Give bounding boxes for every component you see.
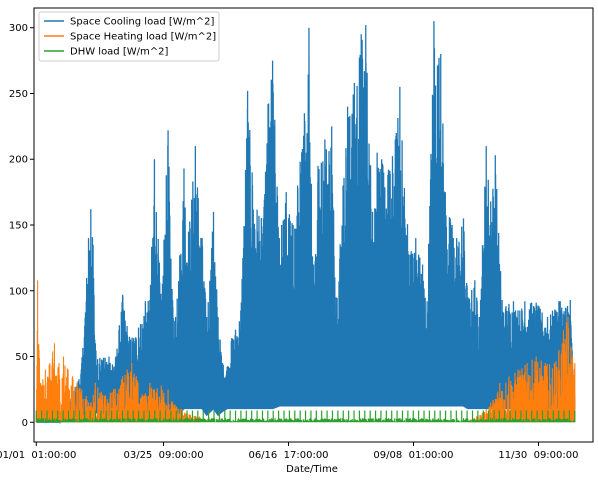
x-axis: 01/01 01:00:00 03/25 09:00:00 06/16 17:00:… (0, 442, 579, 461)
legend-label: Space Cooling load [W/m^2] (70, 17, 214, 28)
x-tick-label: 03/25 09:00:00 (123, 450, 203, 461)
x-tick-label: 01/01 01:00:00 (0, 450, 76, 461)
legend-label: Space Heating load [W/m^2] (70, 32, 216, 43)
x-axis-title: Date/Time (286, 464, 338, 475)
x-tick-label: 06/16 17:00:00 (248, 450, 328, 461)
y-tick-label: 150 (9, 221, 28, 232)
y-tick-label: 50 (15, 352, 28, 363)
y-tick-label: 0 (22, 418, 28, 429)
y-axis: 0 50 100 150 200 250 300 (9, 23, 34, 429)
plot-area (35, 21, 576, 425)
y-tick-label: 200 (9, 155, 28, 166)
legend-box (38, 11, 220, 62)
series-layer (35, 21, 576, 425)
legend-label: DHW load [W/m^2] (70, 47, 168, 58)
y-tick-label: 100 (9, 286, 28, 297)
legend: Space Cooling load [W/m^2] Space Heating … (38, 11, 220, 62)
y-tick-label: 250 (9, 89, 28, 100)
series-line-dhw (35, 410, 576, 423)
x-tick-label: 09/08 01:00:00 (373, 450, 453, 461)
series-line-space-cooling (36, 21, 576, 425)
y-tick-label: 300 (9, 23, 28, 34)
x-tick-label: 11/30 09:00:00 (498, 450, 578, 461)
